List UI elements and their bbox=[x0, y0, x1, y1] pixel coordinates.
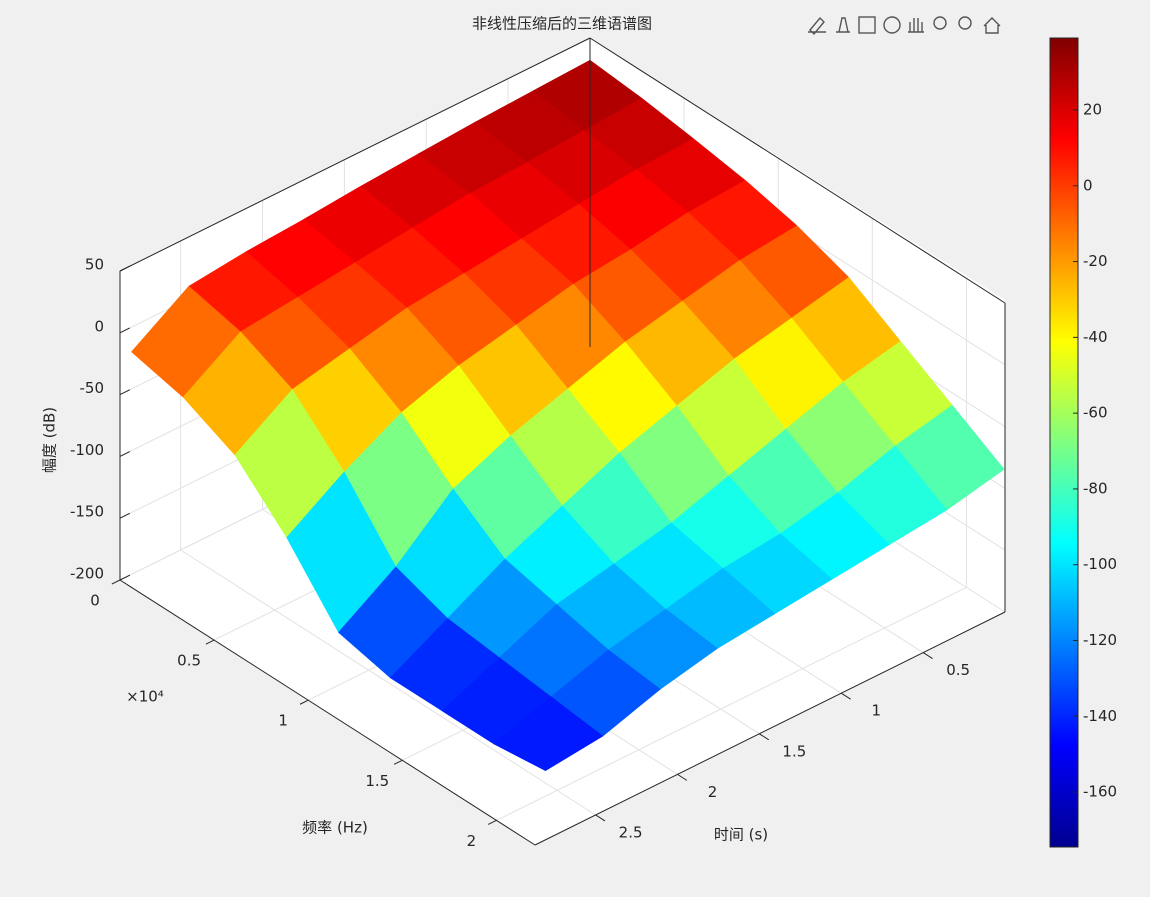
z-tick-label: 50 bbox=[85, 256, 104, 274]
z-tick bbox=[119, 389, 131, 396]
y-axis-label: 频率 (Hz) bbox=[302, 819, 368, 837]
z-tick bbox=[119, 574, 131, 581]
x-tick bbox=[595, 814, 606, 822]
y-tick bbox=[111, 579, 121, 585]
z-tick bbox=[119, 327, 131, 334]
tool-legend[interactable] bbox=[858, 16, 876, 34]
y-tick-label: 2 bbox=[467, 832, 477, 850]
y-tick bbox=[393, 759, 403, 765]
x-axis-label: 时间 (s) bbox=[714, 826, 768, 844]
colorbar bbox=[1049, 37, 1079, 848]
colorbar-tick-label: 0 bbox=[1083, 176, 1093, 194]
x-tick bbox=[922, 652, 933, 660]
x-tick-label: 2 bbox=[708, 783, 718, 801]
colorbar-tick-label: -80 bbox=[1083, 479, 1108, 497]
x-tick-label: 2.5 bbox=[619, 823, 643, 841]
tool-datatip[interactable] bbox=[836, 17, 850, 33]
y-tick bbox=[299, 699, 309, 705]
y-tick-label: 0.5 bbox=[177, 652, 201, 670]
tool-zoom-in[interactable] bbox=[933, 16, 947, 30]
colorbar-tick-label: -100 bbox=[1083, 555, 1117, 573]
box-edge bbox=[534, 611, 1006, 846]
axes: -200 -150 -100 -50 0 50 0 0.5 1 1.5 2 0.5 1 1.5 2 2.5 bbox=[70, 37, 1006, 850]
tool-brush[interactable] bbox=[808, 16, 826, 36]
colorbar-tick-label: -40 bbox=[1083, 328, 1108, 346]
x-tick-label: 0.5 bbox=[946, 661, 970, 679]
y-tick bbox=[205, 639, 215, 645]
y-exponent: ×10⁴ bbox=[126, 688, 164, 706]
colorbar-tick-label: 20 bbox=[1083, 100, 1102, 118]
x-tick-label: 1 bbox=[871, 702, 881, 720]
box-edge bbox=[589, 37, 1006, 304]
tool-home[interactable] bbox=[983, 17, 1001, 34]
z-tick-label: -50 bbox=[80, 379, 105, 397]
x-tick-label: 1.5 bbox=[782, 742, 806, 760]
z-tick bbox=[119, 512, 131, 519]
y-tick-label: 1.5 bbox=[365, 772, 389, 790]
z-tick-label: -100 bbox=[70, 441, 104, 459]
toolbar[interactable] bbox=[808, 16, 1001, 36]
chart-title: 非线性压缩后的三维语谱图 bbox=[472, 15, 652, 33]
y-tick bbox=[488, 819, 497, 825]
y-tick-label: 0 bbox=[90, 592, 100, 610]
colorbar-tick-label: -60 bbox=[1083, 404, 1108, 422]
colorbar-tick-label: -120 bbox=[1083, 631, 1117, 649]
tool-zoom-out[interactable] bbox=[958, 16, 972, 30]
box-edge bbox=[119, 579, 536, 846]
surface-patch bbox=[493, 696, 604, 772]
tool-pan[interactable] bbox=[908, 18, 924, 33]
z-tick bbox=[119, 265, 131, 272]
z-tick bbox=[119, 451, 131, 457]
z-tick-label: -150 bbox=[70, 503, 104, 521]
x-tick bbox=[840, 692, 851, 700]
colorbar-tick-label: -20 bbox=[1083, 252, 1108, 270]
z-axis-label: 幅度 (dB) bbox=[41, 407, 59, 473]
tool-rotate[interactable] bbox=[883, 16, 901, 34]
x-tick bbox=[759, 733, 770, 741]
box-edge bbox=[119, 37, 591, 272]
colorbar-tick-label: -160 bbox=[1083, 783, 1117, 801]
y-grid-line bbox=[496, 278, 967, 821]
z-tick-label: 0 bbox=[94, 317, 104, 335]
z-tick-label: -200 bbox=[70, 565, 104, 583]
y-tick-label: 1 bbox=[278, 712, 288, 730]
x-tick bbox=[677, 773, 688, 781]
colorbar-tick-label: -140 bbox=[1083, 707, 1117, 725]
surface bbox=[131, 59, 1005, 772]
